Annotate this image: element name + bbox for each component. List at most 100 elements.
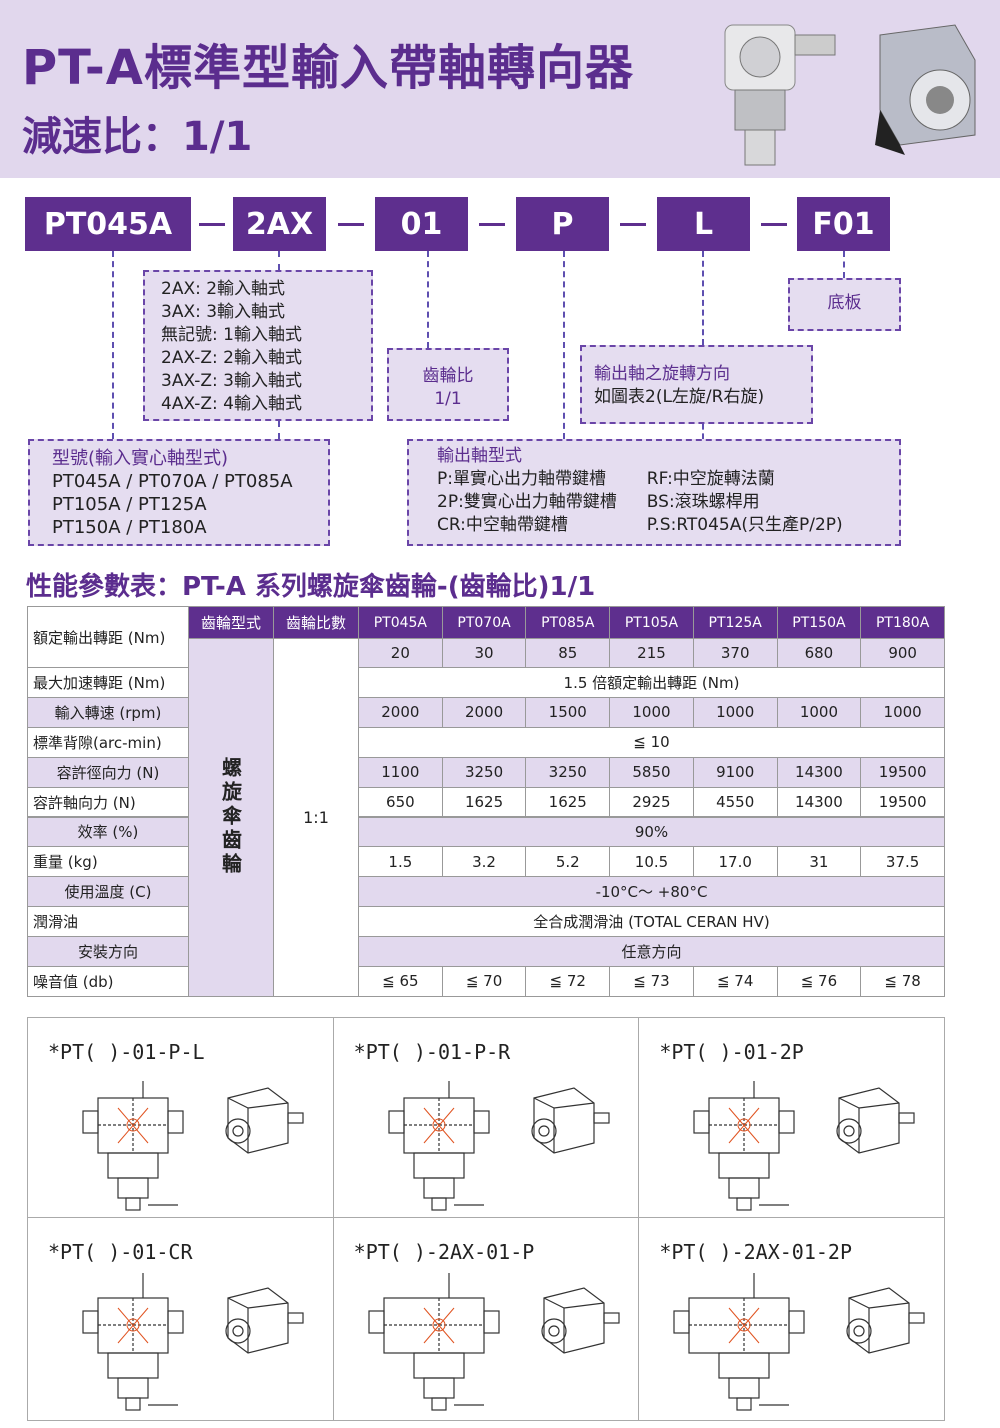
row-label: 最大加速轉距 (Nm) — [27, 667, 189, 698]
row-label: 標準背隙(arc-min) — [27, 726, 189, 758]
value-cell: ≦ 74 — [692, 966, 778, 997]
value-cell: 1000 — [776, 696, 862, 728]
value-cell: 1100 — [358, 756, 443, 788]
value-cell: 31 — [776, 846, 862, 878]
gear-type: 螺旋傘齒輪 — [188, 638, 274, 997]
connector — [112, 251, 114, 439]
connector — [843, 251, 845, 278]
table-title: 性能參數表：PT-A 系列螺旋傘齒輪-(齒輪比)1/1 — [26, 572, 596, 602]
value-cell: 1500 — [525, 696, 611, 728]
input-line: 2AX-Z: 2輸入軸式 — [161, 348, 302, 368]
output-line: P:單實心出力軸帶鍵槽 — [437, 469, 606, 489]
value-cell: 14300 — [776, 756, 862, 788]
header-cell: PT085A — [525, 606, 611, 639]
ratio-note: 齒輪比 1/1 — [387, 348, 509, 421]
row-label: 潤滑油 — [27, 906, 189, 938]
model-line: PT150A / PT180A — [52, 517, 207, 538]
merged-cell: 90% — [358, 816, 945, 848]
value-cell: 14300 — [776, 786, 862, 818]
model-title: 型號(輸入實心軸型式) — [52, 448, 229, 469]
model-line: PT045A / PT070A / PT085A — [52, 471, 293, 492]
value-cell: 5850 — [609, 756, 694, 788]
value-cell: 370 — [692, 638, 778, 668]
row-label: 重量 (kg) — [27, 846, 189, 878]
value-cell: ≦ 72 — [525, 966, 611, 997]
diagram-drawing — [368, 1273, 620, 1411]
merged-cell: 任意方向 — [358, 936, 945, 967]
diagram-drawing — [82, 1273, 304, 1411]
diagram-cell: *PT( )-2AX-01-2P — [638, 1217, 945, 1421]
value-cell: 20 — [358, 638, 443, 668]
input-line: 3AX-Z: 3輸入軸式 — [161, 371, 302, 391]
value-cell: ≦ 76 — [776, 966, 862, 997]
value-cell: ≦ 73 — [609, 966, 694, 997]
value-cell: ≦ 65 — [358, 966, 443, 997]
header-cell: PT070A — [441, 606, 527, 639]
output-note: 輸出軸型式 P:單實心出力軸帶鍵槽 2P:雙實心出力軸帶鍵槽 CR:中空軸帶鍵槽 R… — [407, 439, 901, 546]
value-cell: 215 — [609, 638, 694, 668]
value-cell: 1000 — [609, 696, 694, 728]
row-label: 使用溫度 (C) — [27, 876, 189, 908]
diagram-drawing — [693, 1081, 915, 1211]
row-label: 容許徑向力 (N) — [27, 756, 189, 788]
code-dash — [620, 223, 646, 226]
rotation-title: 輸出軸之旋轉方向 — [594, 364, 730, 384]
merged-cell: ≦ 10 — [358, 726, 945, 758]
value-cell: 19500 — [860, 756, 945, 788]
row-label: 效率 (%) — [27, 816, 189, 848]
value-cell: 1625 — [525, 786, 611, 818]
row-label: 容許軸向力 (N) — [27, 786, 189, 818]
output-right: RF:中空旋轉法蘭 BS:滾珠螺桿用 P.S:RT045A(只生產P/2P) — [647, 468, 843, 537]
code-box: L — [657, 197, 750, 251]
connector — [278, 251, 280, 270]
value-cell: 2925 — [609, 786, 694, 818]
value-cell: 5.2 — [525, 846, 611, 878]
diagram-cell: *PT( )-01-P-R — [332, 1017, 640, 1218]
value-cell: 1000 — [692, 696, 778, 728]
code-dash — [479, 223, 505, 226]
output-line: CR:中空軸帶鍵槽 — [437, 515, 568, 535]
connector — [702, 251, 704, 345]
value-cell: 3.2 — [441, 846, 527, 878]
value-cell: 10.5 — [609, 846, 694, 878]
model-line: PT105A / PT125A — [52, 494, 207, 515]
row-label: 輸入轉速 (rpm) — [27, 696, 189, 728]
rotation-note: 輸出軸之旋轉方向 如圖表2(L左旋/R右旋) — [580, 345, 813, 424]
merged-cell: 全合成潤滑油 (TOTAL CERAN HV) — [358, 906, 945, 938]
merged-cell: -10°C～ +80°C — [358, 876, 945, 908]
header-cell: PT180A — [860, 606, 945, 639]
output-left: P:單實心出力軸帶鍵槽 2P:雙實心出力軸帶鍵槽 CR:中空軸帶鍵槽 — [437, 468, 617, 537]
value-cell: 30 — [441, 638, 527, 668]
code-box: P — [516, 197, 609, 251]
header-cell: PT125A — [692, 606, 778, 639]
ratio-value: 1/1 — [434, 389, 462, 409]
connector — [563, 251, 565, 439]
code-box: 2AX — [233, 197, 326, 251]
value-cell: 1625 — [441, 786, 527, 818]
code-box: PT045A — [25, 197, 191, 251]
output-line: RF:中空旋轉法蘭 — [646, 469, 775, 489]
value-cell: 9100 — [692, 756, 778, 788]
merged-cell: 1.5 倍額定輸出轉距 (Nm) — [358, 667, 945, 698]
code-box: 01 — [375, 197, 468, 251]
diagram-cell: *PT( )-2AX-01-P — [332, 1217, 640, 1421]
input-line: 2AX: 2輸入軸式 — [161, 279, 286, 299]
input-note: 2AX: 2輸入軸式 3AX: 3輸入軸式 無記號: 1輸入軸式 2AX-Z: 2輸入… — [143, 270, 373, 421]
input-line: 無記號: 1輸入軸式 — [161, 325, 302, 345]
diagram-cell: *PT( )-01-P-L — [27, 1017, 334, 1218]
diagram-drawing — [82, 1081, 304, 1211]
connector — [702, 424, 704, 439]
value-cell: 2000 — [441, 696, 527, 728]
base-note: 底板 — [788, 278, 901, 331]
value-cell: 1.5 — [358, 846, 443, 878]
code-dash — [760, 223, 787, 226]
header-cell: 齒輪比數 — [273, 606, 359, 639]
output-line: 2P:雙實心出力軸帶鍵槽 — [437, 492, 617, 512]
diagram-cell: *PT( )-01-2P — [638, 1017, 945, 1218]
diagram-cell: *PT( )-01-CR — [27, 1217, 334, 1421]
value-cell: 680 — [776, 638, 862, 668]
output-line: BS:滾珠螺桿用 — [646, 492, 760, 512]
value-cell: 19500 — [860, 786, 945, 818]
diagram-label: *PT( )-2AX-01-2P — [659, 1240, 852, 1264]
